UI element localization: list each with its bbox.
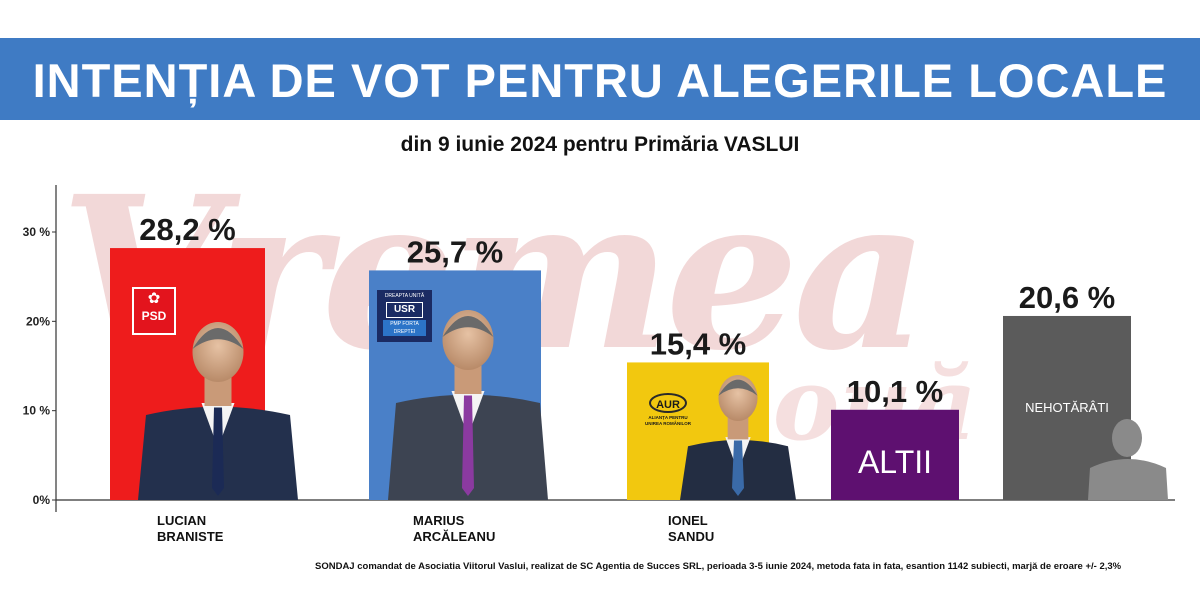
candidate-last-name: BRANISTE xyxy=(157,529,224,544)
bar-label-nehotarati: NEHOTĂRÂTI xyxy=(1025,400,1109,415)
survey-footnote: SONDAJ comandat de Asociatia Viitorul Va… xyxy=(315,561,1122,572)
usr-logo-main: USR xyxy=(386,302,423,318)
candidate-last-name: SANDU xyxy=(668,529,715,544)
aur-logo-sub: ALIANȚA PENTRU UNIREA ROMÂNILOR xyxy=(644,415,692,426)
candidate-photo-ionel-sandu xyxy=(680,375,796,500)
bars-group xyxy=(110,248,1168,500)
usr-logo-sub: PMP FORTA DREPTEI xyxy=(383,320,426,336)
page-title: INTENȚIA DE VOT PENTRU ALEGERILE LOCALE xyxy=(32,54,1168,107)
y-tick-label: 30 % xyxy=(23,225,51,239)
psd-logo-text: PSD xyxy=(141,309,167,323)
value-label-lucian-braniste: 28,2 % xyxy=(139,212,236,247)
category-label-marius-arcaleanu: MARIUS ARCĂLEANU xyxy=(413,513,495,545)
candidate-photo-lucian-braniste xyxy=(138,322,298,500)
bar-label-altii: ALTII xyxy=(857,444,933,480)
usr-logo: DREAPTA UNITĂ USR PMP FORTA DREPTEI xyxy=(377,290,432,342)
psd-logo: ✿ PSD xyxy=(132,287,176,335)
category-label-ionel-sandu: IONEL SANDU xyxy=(668,513,714,545)
aur-logo-text: AUR xyxy=(649,393,687,413)
y-tick-label: 10 % xyxy=(23,404,51,418)
y-tick-label: 0% xyxy=(33,493,51,507)
title-banner: INTENȚIA DE VOT PENTRU ALEGERILE LOCALE xyxy=(0,38,1200,120)
value-labels-group: 28,2 % 25,7 % 15,4 % 10,1 % 20,6 % xyxy=(139,212,1115,409)
usr-logo-top: DREAPTA UNITĂ xyxy=(384,293,425,299)
chart-subtitle: din 9 iunie 2024 pentru Primăria VASLUI xyxy=(400,133,800,156)
value-label-nehotarati: 20,6 % xyxy=(1019,280,1116,315)
candidate-first-name: MARIUS xyxy=(413,513,465,528)
anonymous-person-icon xyxy=(1088,419,1168,500)
value-label-marius-arcaleanu: 25,7 % xyxy=(407,234,504,269)
rose-icon: ✿ xyxy=(147,290,161,307)
candidate-last-name: ARCĂLEANU xyxy=(413,529,496,544)
aur-logo: AUR ALIANȚA PENTRU UNIREA ROMÂNILOR xyxy=(642,393,694,439)
value-label-altii: 10,1 % xyxy=(847,374,944,409)
candidate-photo-marius-arcaleanu xyxy=(388,310,548,500)
y-tick-label: 20% xyxy=(26,314,50,328)
candidate-first-name: LUCIAN xyxy=(157,513,207,528)
bar-altii xyxy=(831,409,959,500)
category-label-lucian-braniste: LUCIAN BRANISTE xyxy=(157,513,223,545)
value-label-ionel-sandu: 15,4 % xyxy=(650,326,747,361)
candidate-first-name: IONEL xyxy=(668,513,708,528)
